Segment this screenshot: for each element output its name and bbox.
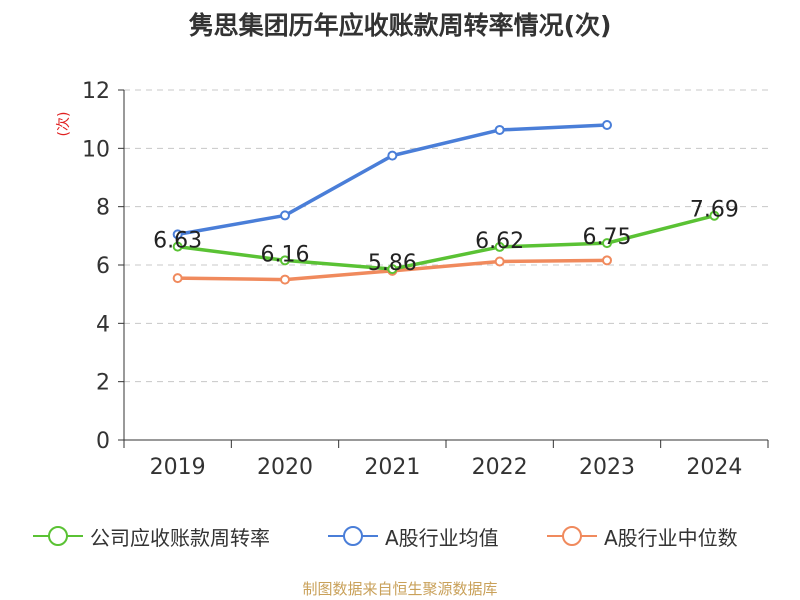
series-line-1 xyxy=(175,123,609,237)
legend-marker-industry-mean xyxy=(328,526,378,546)
grid-lines xyxy=(124,89,768,383)
y-tick-label: 10 xyxy=(82,137,110,162)
y-axis-unit-label: (次) xyxy=(56,112,72,137)
x-tick-label-2024: 2024 xyxy=(686,455,742,480)
data-point-2-2022[interactable] xyxy=(494,256,505,267)
legend-label-industry-median: A股行业中位数 xyxy=(604,525,738,550)
series-line-0 xyxy=(175,213,717,271)
legend-item-industry-median[interactable]: A股行业中位数 xyxy=(546,518,738,554)
data-point-0-2020[interactable] xyxy=(280,255,290,266)
legend-item-company[interactable]: 公司应收账款周转率 xyxy=(32,518,270,554)
y-tick-label: 4 xyxy=(96,312,110,337)
data-point-2-2019[interactable] xyxy=(172,273,183,284)
data-point-0-2021[interactable] xyxy=(387,264,398,275)
y-tick-label: 2 xyxy=(96,371,110,396)
legend-marker-company xyxy=(33,526,83,546)
data-point-2-2020[interactable] xyxy=(280,274,290,285)
data-point-1-2020[interactable] xyxy=(280,210,290,221)
data-label-2023: 6.75 xyxy=(583,225,632,250)
data-point-1-2019[interactable] xyxy=(172,229,183,240)
data-label-2022: 6.62 xyxy=(475,229,524,254)
y-tick-label: 8 xyxy=(96,196,110,221)
data-point-0-2022[interactable] xyxy=(494,241,505,252)
legend-marker-industry-median xyxy=(547,526,597,546)
x-tick-label-2019: 2019 xyxy=(150,455,206,480)
data-label-2021: 5.86 xyxy=(368,251,417,276)
y-tick-label: 0 xyxy=(96,429,110,454)
data-labels: 6.63 6.16 5.86 6.62 6.75 7.69 xyxy=(153,198,739,276)
axes: 0 2 4 6 8 10 12 2019 2020 2021 2022 2023 2024 xyxy=(82,79,769,480)
legend-item-industry-mean[interactable]: A股行业均值 xyxy=(327,518,499,554)
data-point-1-2023[interactable] xyxy=(602,120,612,130)
x-tick-label-2023: 2023 xyxy=(579,455,635,480)
data-point-0-2023[interactable] xyxy=(602,238,612,249)
data-point-0-2024[interactable] xyxy=(709,210,720,221)
data-label-2020: 6.16 xyxy=(261,242,310,267)
legend: 公司应收账款周转率 A股行业均值 A股行业中位数 xyxy=(0,518,800,558)
data-point-1-2021[interactable] xyxy=(387,150,398,161)
y-tick-label: 6 xyxy=(96,254,110,279)
x-tick-label-2020: 2020 xyxy=(257,455,313,480)
data-label-2024: 7.69 xyxy=(690,198,739,223)
data-label-2019: 6.63 xyxy=(153,229,202,254)
legend-label-company: 公司应收账款周转率 xyxy=(90,525,270,550)
series xyxy=(172,120,720,285)
legend-label-industry-mean: A股行业均值 xyxy=(385,525,499,550)
x-tick-label-2021: 2021 xyxy=(364,455,420,480)
data-source-note: 制图数据来自恒生聚源数据库 xyxy=(302,580,498,598)
chart-title: 隽思集团历年应收账款周转率情况(次) xyxy=(188,11,612,40)
x-tick-label-2022: 2022 xyxy=(472,455,528,480)
data-point-1-2022[interactable] xyxy=(494,124,505,135)
data-point-2-2023[interactable] xyxy=(602,255,612,266)
data-point-0-2019[interactable] xyxy=(172,241,183,252)
y-tick-label: 12 xyxy=(82,79,110,104)
